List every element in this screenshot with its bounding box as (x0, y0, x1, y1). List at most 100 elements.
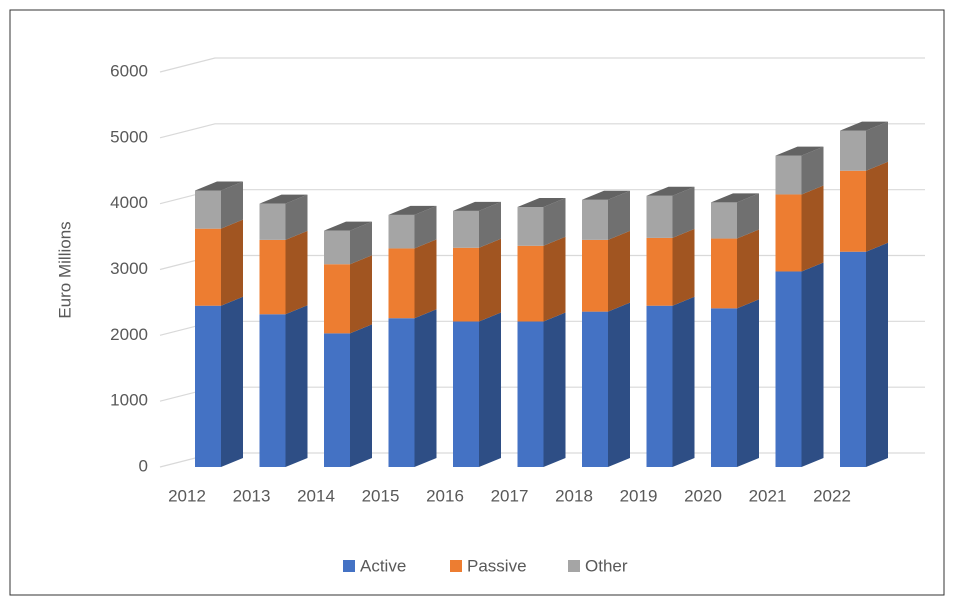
bar (582, 199, 608, 240)
x-tick-label: 2017 (491, 486, 529, 505)
bar (517, 245, 544, 322)
y-tick-label: 3000 (110, 259, 148, 278)
bar-side (608, 190, 630, 240)
bar-top (646, 186, 695, 196)
bar-side (350, 221, 372, 265)
bar-side (285, 305, 308, 467)
bar-top (259, 194, 308, 204)
bar-side (672, 228, 695, 306)
bar (259, 203, 286, 240)
legend-label: Active (360, 556, 406, 575)
bar-side (221, 296, 243, 467)
bar-side (350, 255, 372, 334)
bar (259, 314, 286, 467)
bar-top (711, 193, 759, 203)
bar-side (608, 302, 630, 467)
bar-side (866, 121, 888, 171)
bar-side (414, 239, 437, 319)
bar-side (479, 238, 501, 322)
bar (453, 247, 479, 322)
bar-top (453, 201, 501, 211)
bar-side (608, 230, 630, 312)
legend-label: Passive (467, 556, 527, 575)
legend-swatch (450, 560, 462, 572)
bar (324, 333, 350, 467)
bar (453, 321, 479, 467)
bar-top (324, 221, 372, 231)
bar (259, 239, 286, 315)
x-tick-label: 2022 (813, 486, 851, 505)
bar-side (866, 161, 888, 252)
bar-side (285, 230, 308, 315)
bar-side (543, 312, 566, 467)
x-tick-label: 2019 (620, 486, 658, 505)
y-tick-label: 6000 (110, 61, 148, 80)
grid-line (159, 123, 925, 139)
bar (517, 321, 544, 467)
bar (324, 264, 350, 334)
bar-side (221, 181, 243, 229)
bar-side (801, 185, 824, 272)
x-tick-label: 2021 (749, 486, 787, 505)
bar (324, 230, 350, 265)
bar-side (479, 201, 501, 248)
bar (711, 202, 737, 239)
bar-side (866, 242, 888, 467)
bar (582, 311, 608, 467)
bar (775, 155, 802, 195)
bar-side (414, 309, 437, 467)
bar (388, 214, 415, 249)
bar (517, 206, 544, 246)
legend-swatch (568, 560, 580, 572)
x-tick-label: 2012 (168, 486, 206, 505)
bar-side (801, 262, 824, 467)
x-tick-label: 2013 (233, 486, 271, 505)
y-tick-label: 5000 (110, 127, 148, 146)
bar-side (543, 236, 566, 322)
bar (711, 238, 737, 309)
bar-side (350, 324, 372, 467)
x-tick-label: 2020 (684, 486, 722, 505)
bar-side (737, 193, 759, 239)
bar-top (388, 205, 437, 215)
bar (195, 190, 221, 229)
bar-side (672, 296, 695, 467)
bar-top (582, 190, 630, 200)
x-tick-label: 2018 (555, 486, 593, 505)
bar-side (285, 194, 308, 240)
bar-side (221, 219, 243, 306)
bar (453, 210, 479, 248)
bar-side (801, 146, 824, 195)
bar (775, 194, 802, 272)
legend-swatch (343, 560, 355, 572)
bar-top (840, 121, 888, 131)
bar-top (517, 197, 566, 207)
bar (582, 239, 608, 312)
bar (840, 170, 866, 252)
x-tick-label: 2014 (297, 486, 335, 505)
legend-label: Other (585, 556, 628, 575)
bar-side (737, 229, 759, 309)
bar-side (672, 186, 695, 238)
bar-side (479, 312, 501, 467)
bar (775, 271, 802, 467)
bar (195, 305, 221, 467)
bar (646, 195, 673, 238)
bar-side (414, 205, 437, 249)
y-tick-label: 4000 (110, 193, 148, 212)
bar (840, 251, 866, 467)
y-axis-label: Euro Millions (55, 221, 74, 318)
x-tick-label: 2016 (426, 486, 464, 505)
grid-line (159, 57, 925, 73)
bar (646, 237, 673, 306)
bar (388, 248, 415, 319)
bar (646, 305, 673, 467)
bar-top (775, 146, 824, 156)
bar (711, 308, 737, 467)
y-tick-label: 1000 (110, 391, 148, 410)
bar (388, 318, 415, 467)
bar-top (195, 181, 243, 191)
bar (195, 228, 221, 306)
y-tick-label: 0 (139, 456, 148, 475)
